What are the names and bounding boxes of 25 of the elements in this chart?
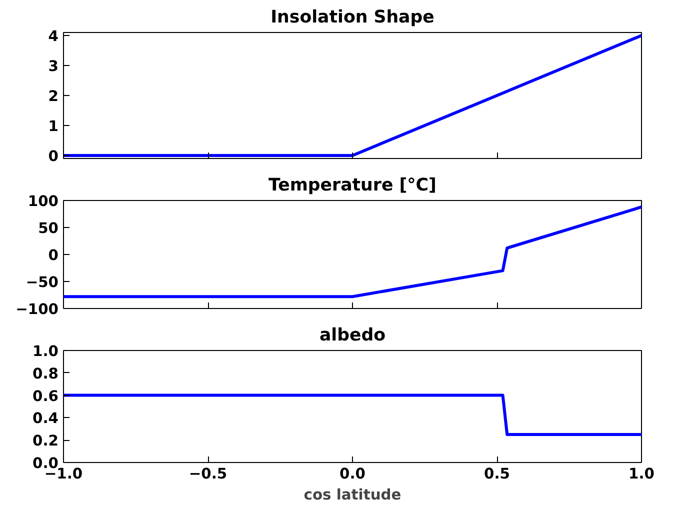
y-tick-label: 0: [48, 148, 59, 165]
y-tick-label: 0.8: [32, 365, 59, 382]
y-tick-label: 3: [48, 58, 59, 75]
y-tick-label: 100: [28, 193, 58, 210]
x-tick-label: 0.0: [340, 466, 366, 482]
x-tick-label: −0.5: [188, 466, 228, 482]
y-tick-label: 4: [48, 28, 59, 45]
x-tick-label: 1.0: [628, 466, 654, 482]
y-tick-label: 0.0: [32, 455, 59, 472]
chart-title: Insolation Shape: [270, 8, 434, 28]
y-tick-label: 0.4: [32, 410, 59, 428]
y-tick-label: −50: [26, 274, 59, 291]
y-tick-label: 2: [48, 88, 59, 105]
y-tick-label: 1.0: [32, 343, 59, 360]
y-tick-label: −100: [16, 301, 58, 318]
y-tick-label: 0.6: [32, 388, 59, 405]
y-tick-label: 0: [48, 247, 59, 264]
x-axis-title: cos latitude: [304, 486, 402, 504]
line-series: [64, 205, 642, 298]
chart-title: albedo: [319, 326, 386, 346]
chart-title: Temperature [°C]: [268, 176, 436, 196]
y-tick-label: 1: [48, 118, 59, 135]
x-tick-label: 0.5: [484, 466, 510, 482]
y-tick-label: 50: [38, 220, 59, 237]
y-tick-label: 0.2: [32, 432, 59, 450]
